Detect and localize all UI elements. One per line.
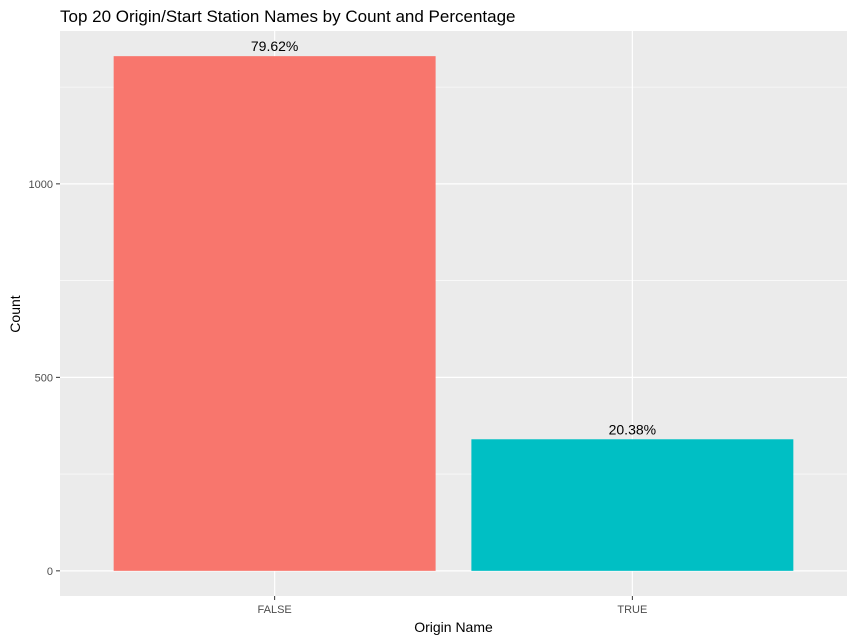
y-axis-title: Count [7,295,23,332]
y-axis-ticks: 0 500 1000 [29,179,60,578]
y-tick-label: 500 [35,372,53,384]
bars [113,56,794,571]
chart-title: Top 20 Origin/Start Station Names by Cou… [60,7,515,26]
y-tick-label: 0 [47,566,53,578]
x-axis-ticks: FALSE TRUE [258,596,647,616]
data-labels: 79.62% 20.38% [251,38,656,437]
data-label: 79.62% [251,38,298,54]
data-label: 20.38% [609,421,656,437]
x-tick-label: FALSE [258,604,292,616]
y-tick-label: 1000 [29,179,53,191]
bar-true [471,439,794,571]
x-tick-label: TRUE [617,604,647,616]
bar-false [113,56,436,571]
x-axis-title: Origin Name [414,619,493,635]
